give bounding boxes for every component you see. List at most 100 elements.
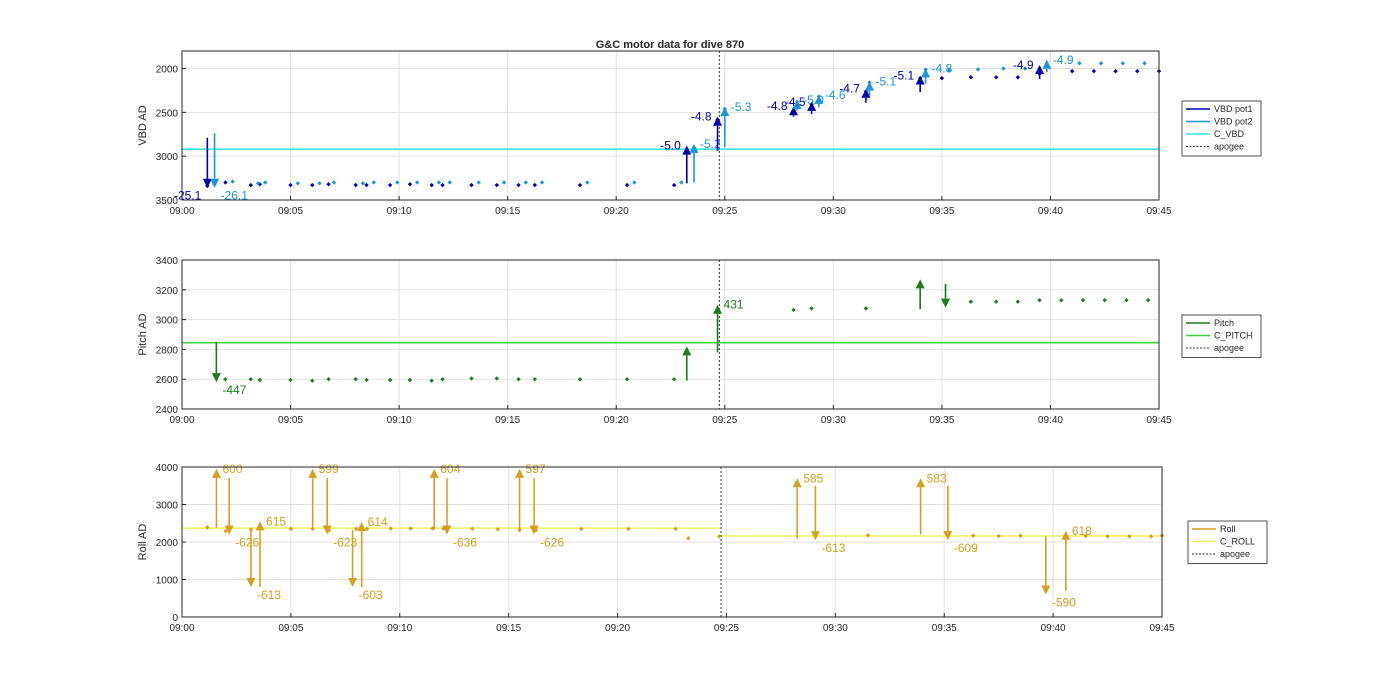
- data-point: [288, 182, 293, 188]
- data-point: [353, 182, 358, 188]
- move-arrowhead: [202, 178, 212, 188]
- data-point: [205, 525, 210, 530]
- x-tick-label: 09:15: [496, 623, 521, 634]
- move-arrowhead: [921, 68, 931, 78]
- move-label: -603: [359, 588, 383, 602]
- move-label: -626: [540, 536, 564, 550]
- chart-panels: 09:00 09:05 09:10 09:15 09:20 09:25 09:30 09:35…: [137, 50, 1268, 634]
- legend-entry: Roll: [1220, 524, 1236, 534]
- x-tick-label: 09:15: [495, 415, 520, 426]
- y-tick-label: 3400: [156, 256, 179, 267]
- data-point: [624, 182, 630, 188]
- data-point: [1022, 66, 1028, 71]
- data-point: [1015, 299, 1021, 304]
- data-point: [288, 377, 293, 383]
- move-label: 599: [319, 462, 339, 476]
- data-point: [579, 526, 584, 532]
- data-point: [1059, 298, 1064, 303]
- legend-entry: apogee: [1214, 142, 1244, 152]
- move-arrowhead: [943, 531, 953, 541]
- move-arrowhead: [322, 525, 332, 535]
- data-point: [360, 181, 366, 186]
- x-tick-label: 09:35: [929, 415, 954, 426]
- y-tick-label: 3500: [156, 196, 179, 207]
- move-arrowhead: [515, 468, 525, 478]
- data-point: [263, 180, 268, 185]
- move-label: -5.2: [700, 137, 721, 151]
- move-arrowhead: [807, 101, 817, 111]
- y-tick-label: 4000: [156, 463, 179, 474]
- move-arrowhead: [429, 468, 439, 478]
- data-point: [248, 377, 253, 382]
- data-point: [971, 533, 976, 538]
- data-point: [388, 526, 393, 531]
- data-point: [532, 377, 538, 382]
- x-tick-label: 09:35: [929, 206, 954, 217]
- move-arrowhead: [861, 88, 871, 98]
- data-point: [516, 182, 521, 188]
- y-tick-label: 3200: [156, 286, 179, 297]
- move-label: -636: [453, 536, 477, 550]
- move-arrowhead: [682, 346, 692, 356]
- data-point: [624, 377, 630, 382]
- data-point: [1105, 534, 1110, 539]
- data-point: [395, 180, 400, 185]
- data-point: [495, 527, 500, 532]
- move-label: -623: [333, 536, 357, 550]
- data-point: [975, 67, 981, 72]
- data-point: [429, 378, 434, 383]
- data-point: [310, 378, 315, 383]
- data-point: [1083, 533, 1088, 539]
- x-tick-label: 09:00: [169, 623, 194, 634]
- data-point: [295, 181, 300, 186]
- move-label: -25.1: [174, 189, 202, 203]
- move-arrowhead: [814, 94, 824, 104]
- move-label: 585: [803, 471, 823, 485]
- move-label: 583: [927, 471, 947, 485]
- move-label: -4.8: [767, 99, 788, 113]
- x-tick-label: 09:15: [495, 206, 520, 217]
- move-arrowhead: [211, 373, 221, 383]
- data-point: [1077, 61, 1082, 66]
- panel-pitch: 09:00 09:05 09:10 09:15 09:20 09:25 09:30 09:35…: [137, 256, 1262, 426]
- move-label: -447: [222, 383, 246, 397]
- move-arrowhead: [255, 521, 265, 531]
- move-arrowhead: [682, 145, 692, 155]
- move-label: -4.8: [932, 62, 953, 76]
- x-tick-label: 09:45: [1146, 206, 1171, 217]
- data-point: [331, 180, 337, 185]
- x-tick-label: 09:20: [605, 623, 630, 634]
- move-label: -613: [257, 588, 281, 602]
- move-arrowhead: [915, 75, 925, 85]
- legend-entry: C_ROLL: [1220, 537, 1255, 547]
- data-point: [632, 180, 637, 185]
- axes-frame: [181, 466, 1163, 618]
- x-tick-label: 09:30: [823, 623, 848, 634]
- x-tick-label: 09:40: [1038, 206, 1063, 217]
- data-point: [1113, 68, 1118, 74]
- panel-vbd: 09:00 09:05 09:10 09:15 09:20 09:25 09:30 09:35…: [137, 50, 1262, 217]
- y-tick-label: 2000: [156, 538, 179, 549]
- move-label: -626: [235, 536, 259, 550]
- data-point: [673, 526, 678, 532]
- data-point: [429, 182, 434, 188]
- data-point: [371, 180, 376, 185]
- data-point: [968, 75, 974, 80]
- data-point: [1001, 66, 1006, 71]
- move-label: -4.7: [839, 82, 860, 96]
- move-arrowhead: [529, 525, 539, 535]
- move-arrowhead: [915, 279, 925, 289]
- data-point: [968, 299, 974, 304]
- data-point: [517, 527, 522, 533]
- x-tick-label: 09:00: [169, 415, 194, 426]
- data-point: [288, 526, 294, 532]
- move-arrowhead: [357, 522, 367, 532]
- move-arrowhead: [224, 525, 234, 535]
- move-arrowhead: [1042, 59, 1052, 69]
- data-point: [223, 180, 228, 185]
- move-label: 431: [724, 298, 744, 312]
- move-arrowhead: [211, 468, 221, 478]
- y-tick-label: 3000: [156, 152, 179, 163]
- x-tick-label: 09:05: [278, 415, 303, 426]
